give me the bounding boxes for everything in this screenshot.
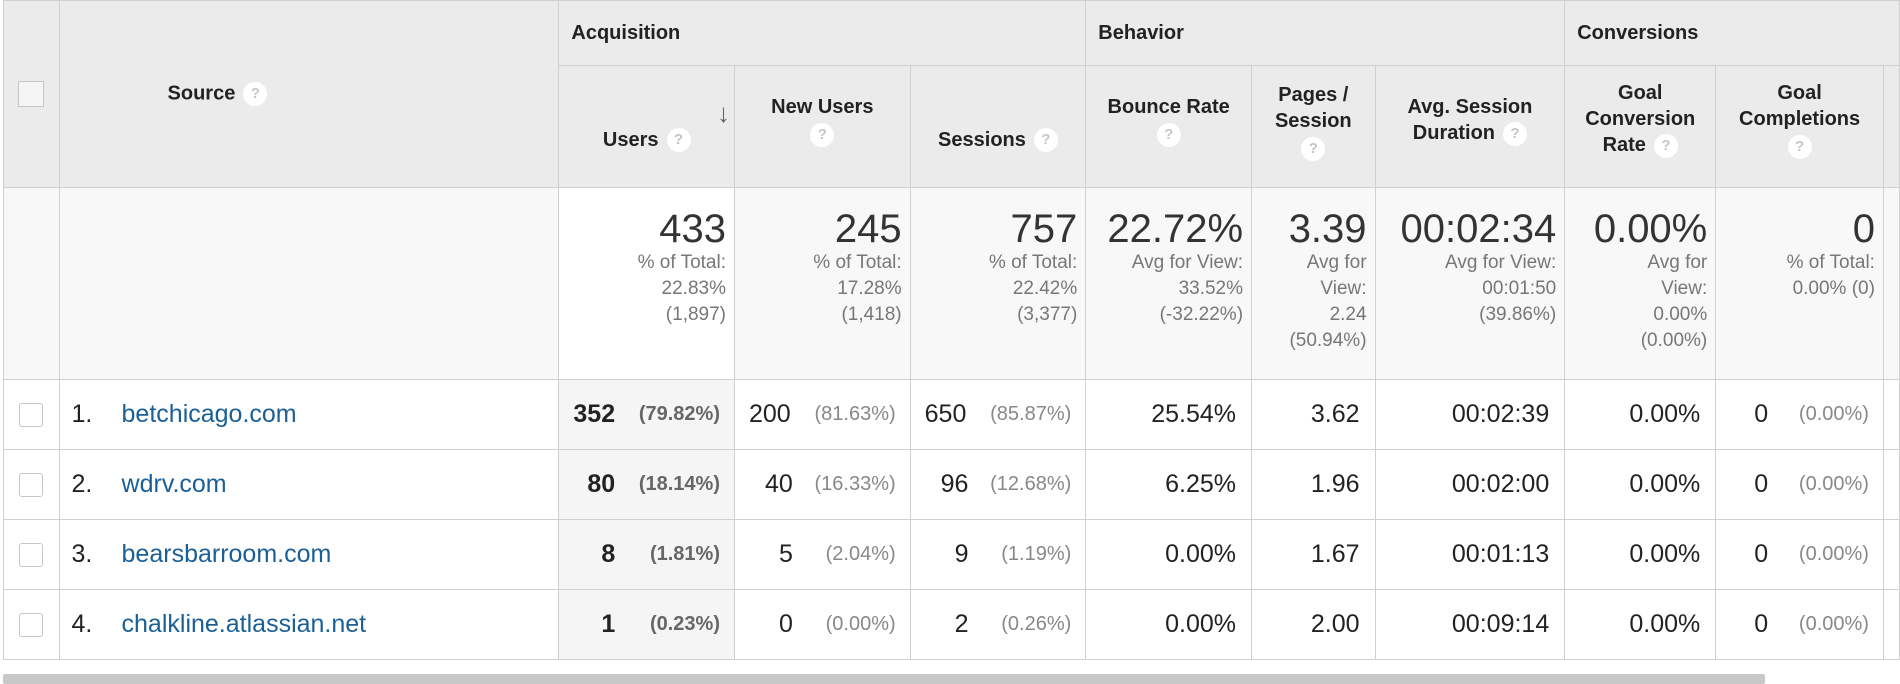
table-row: 2. wdrv.com 80 (18.14%) 40 (16.33%) 96 (12.6… — [3, 449, 1900, 520]
col-spacer — [1882, 519, 1900, 590]
source-link[interactable]: wdrv.com — [121, 470, 227, 498]
col-spacer — [1882, 187, 1900, 380]
pages-session-cell: 2.00 — [1251, 589, 1376, 660]
source-cell: 1. betchicago.com — [58, 379, 560, 450]
help-icon[interactable]: ? — [1156, 123, 1181, 147]
sort-descending-icon[interactable]: ↓ — [717, 98, 730, 128]
row-checkbox[interactable] — [19, 542, 44, 567]
source-cell: 2. wdrv.com — [58, 449, 560, 520]
col-spacer — [1882, 65, 1900, 188]
group-behavior: Behavior — [1085, 0, 1566, 66]
goal-completions-cell: 0 (0.00%) — [1715, 449, 1884, 520]
pages-session-cell: 3.62 — [1251, 379, 1376, 450]
table-row: 3. bearsbarroom.com 8 (1.81%) 5 (2.04%) 9 (1… — [3, 519, 1900, 590]
row-checkbox-cell — [3, 449, 60, 520]
help-icon[interactable]: ? — [1503, 121, 1527, 146]
help-icon[interactable]: ? — [666, 128, 691, 153]
totals-label-cell — [58, 187, 560, 380]
col-spacer — [1882, 379, 1900, 450]
col-spacer — [1882, 589, 1900, 660]
total-pages-session: 3.39 Avg for View: 2.24 (50.94%) — [1251, 187, 1376, 380]
total-bounce-rate: 22.72% Avg for View: 33.52% (-32.22%) — [1085, 187, 1253, 380]
row-checkbox-cell — [3, 589, 60, 660]
col-header-avg-session-duration[interactable]: Avg. Session Duration? — [1374, 65, 1566, 188]
avg-session-duration-cell: 00:09:14 — [1374, 589, 1566, 660]
source-cell: 3. bearsbarroom.com — [58, 519, 560, 590]
help-icon[interactable]: ? — [243, 82, 268, 106]
col-header-pages-session[interactable]: Pages / Session? — [1251, 65, 1376, 188]
row-checkbox-cell — [3, 519, 60, 590]
col-header-users[interactable]: Users? ↓ — [558, 65, 735, 188]
col-spacer — [1882, 449, 1900, 520]
bounce-rate-cell: 6.25% — [1085, 449, 1253, 520]
source-link[interactable]: betchicago.com — [121, 400, 297, 428]
users-cell: 80 (18.14%) — [558, 449, 735, 520]
row-checkbox[interactable] — [19, 402, 44, 427]
table-row: 1. betchicago.com 352 (79.82%) 200 (81.63%)… — [3, 379, 1900, 450]
help-icon[interactable]: ? — [1653, 133, 1678, 158]
new-users-cell: 5 (2.04%) — [734, 519, 911, 590]
help-icon[interactable]: ? — [1301, 137, 1326, 161]
bounce-rate-cell: 25.54% — [1085, 379, 1253, 450]
col-header-goal-conversion-rate[interactable]: Goal Conversion Rate? — [1564, 65, 1717, 188]
avg-session-duration-cell: 00:01:13 — [1374, 519, 1566, 590]
sessions-cell: 2 (0.26%) — [909, 589, 1087, 660]
col-header-bounce-rate[interactable]: Bounce Rate? — [1085, 65, 1253, 188]
pages-session-cell: 1.96 — [1251, 449, 1376, 520]
source-header[interactable]: Source? — [58, 0, 560, 188]
pages-session-cell: 1.67 — [1251, 519, 1376, 590]
users-cell: 352 (79.82%) — [558, 379, 735, 450]
col-header-sessions[interactable]: Sessions? — [909, 65, 1087, 188]
goal-completions-cell: 0 (0.00%) — [1715, 379, 1884, 450]
source-link[interactable]: chalkline.atlassian.net — [121, 610, 367, 638]
total-goal-completions: 0 % of Total: 0.00% (0) — [1715, 187, 1884, 380]
select-all-cell — [3, 0, 60, 188]
totals-checkbox-cell — [3, 187, 60, 380]
goal-conversion-rate-cell: 0.00% — [1564, 589, 1717, 660]
avg-session-duration-cell: 00:02:00 — [1374, 449, 1566, 520]
bounce-rate-cell: 0.00% — [1085, 519, 1253, 590]
help-icon[interactable]: ? — [1033, 128, 1058, 153]
report-table: Source? Acquisition Behavior Conversions… — [3, 0, 1900, 660]
sessions-cell: 9 (1.19%) — [909, 519, 1087, 590]
col-header-goal-completions[interactable]: Goal Completions? — [1715, 65, 1884, 188]
source-cell: 4. chalkline.atlassian.net — [58, 589, 560, 660]
total-users: 433 % of Total: 22.83% (1,897) — [558, 187, 735, 380]
total-avg-session-duration: 00:02:34 Avg for View: 00:01:50 (39.86%) — [1374, 187, 1566, 380]
group-acquisition: Acquisition — [558, 0, 1087, 66]
row-checkbox[interactable] — [19, 472, 44, 497]
horizontal-scrollbar[interactable] — [3, 674, 1765, 684]
users-cell: 1 (0.23%) — [558, 589, 735, 660]
bounce-rate-cell: 0.00% — [1085, 589, 1253, 660]
row-checkbox[interactable] — [19, 612, 44, 637]
goal-completions-cell: 0 (0.00%) — [1715, 519, 1884, 590]
sessions-cell: 96 (12.68%) — [909, 449, 1087, 520]
users-cell: 8 (1.81%) — [558, 519, 735, 590]
new-users-cell: 0 (0.00%) — [734, 589, 911, 660]
table-row: 4. chalkline.atlassian.net 1 (0.23%) 0 (0.0… — [3, 589, 1900, 660]
help-icon[interactable]: ? — [1787, 135, 1812, 159]
total-new-users: 245 % of Total: 17.28% (1,418) — [734, 187, 911, 380]
new-users-cell: 200 (81.63%) — [734, 379, 911, 450]
goal-conversion-rate-cell: 0.00% — [1564, 379, 1717, 450]
avg-session-duration-cell: 00:02:39 — [1374, 379, 1566, 450]
goal-conversion-rate-cell: 0.00% — [1564, 449, 1717, 520]
help-icon[interactable]: ? — [810, 123, 835, 147]
goal-completions-cell: 0 (0.00%) — [1715, 589, 1884, 660]
source-link[interactable]: bearsbarroom.com — [121, 540, 332, 568]
col-header-new-users[interactable]: New Users? — [734, 65, 911, 188]
total-sessions: 757 % of Total: 22.42% (3,377) — [909, 187, 1087, 380]
total-goal-conversion-rate: 0.00% Avg for View: 0.00% (0.00%) — [1564, 187, 1717, 380]
row-checkbox-cell — [3, 379, 60, 450]
sessions-cell: 650 (85.87%) — [909, 379, 1087, 450]
goal-conversion-rate-cell: 0.00% — [1564, 519, 1717, 590]
group-conversions: Conversions — [1564, 0, 1900, 66]
new-users-cell: 40 (16.33%) — [734, 449, 911, 520]
select-all-checkbox[interactable] — [18, 81, 45, 107]
